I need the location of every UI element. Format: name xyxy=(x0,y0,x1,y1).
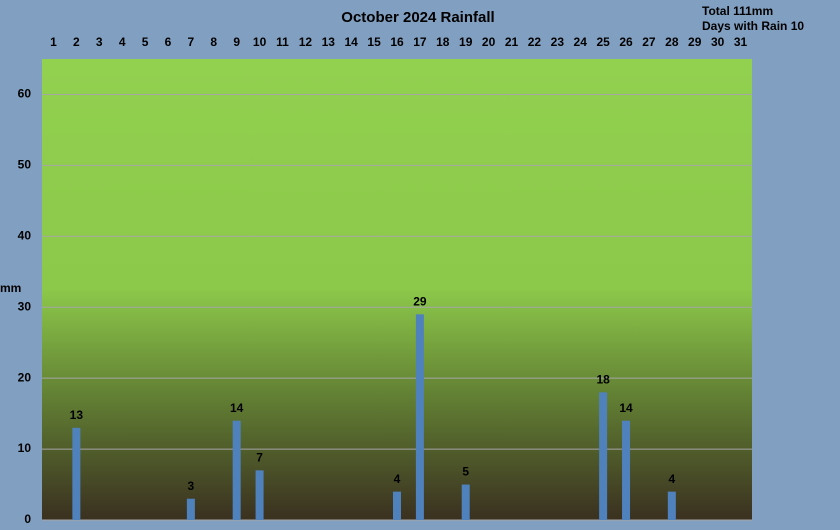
bar xyxy=(599,392,608,520)
y-tick-label: 0 xyxy=(24,512,31,526)
x-tick-label: 10 xyxy=(253,35,267,49)
chart-title: October 2024 Rainfall xyxy=(341,9,494,26)
data-label: 4 xyxy=(394,472,401,486)
x-tick-label: 12 xyxy=(299,35,313,49)
x-tick-label: 14 xyxy=(345,35,359,49)
x-tick-label: 15 xyxy=(367,35,381,49)
y-axis-label: mm xyxy=(0,281,21,295)
y-tick-label: 10 xyxy=(18,441,32,455)
y-tick-label: 20 xyxy=(18,370,32,384)
data-label: 5 xyxy=(462,465,469,479)
x-tick-label: 26 xyxy=(619,35,633,49)
bar xyxy=(461,484,470,520)
x-tick-label: 5 xyxy=(142,35,149,49)
x-tick-label: 19 xyxy=(459,35,473,49)
data-label: 3 xyxy=(188,479,195,493)
bar xyxy=(72,427,81,520)
x-tick-label: 9 xyxy=(233,35,240,49)
x-tick-label: 13 xyxy=(322,35,336,49)
x-tick-label: 20 xyxy=(482,35,496,49)
bar xyxy=(667,491,676,520)
bar xyxy=(186,498,195,520)
x-tick-label: 16 xyxy=(390,35,404,49)
x-tick-label: 4 xyxy=(119,35,126,49)
x-tick-label: 24 xyxy=(574,35,588,49)
bar xyxy=(415,314,424,520)
x-tick-label: 2 xyxy=(73,35,80,49)
data-label: 14 xyxy=(619,401,633,415)
data-label: 29 xyxy=(413,294,427,308)
plot-area xyxy=(42,59,752,520)
y-tick-label: 60 xyxy=(18,87,32,101)
x-tick-label: 31 xyxy=(734,35,748,49)
x-tick-label: 21 xyxy=(505,35,519,49)
bar xyxy=(255,470,264,520)
x-tick-label: 27 xyxy=(642,35,656,49)
bar xyxy=(393,491,401,520)
x-tick-label: 29 xyxy=(688,35,702,49)
x-tick-label: 22 xyxy=(528,35,542,49)
x-tick-label: 28 xyxy=(665,35,679,49)
x-tick-label: 11 xyxy=(276,35,289,49)
data-label: 4 xyxy=(668,472,675,486)
x-tick-label: 17 xyxy=(413,35,427,49)
data-label: 7 xyxy=(256,451,263,465)
x-tick-label: 8 xyxy=(210,35,217,49)
x-tick-label: 25 xyxy=(596,35,610,49)
x-tick-label: 3 xyxy=(96,35,103,49)
x-tick-label: 23 xyxy=(551,35,565,49)
x-tick-label: 6 xyxy=(165,35,172,49)
bar xyxy=(232,420,241,520)
total-note: Total 111mm xyxy=(702,4,773,18)
y-tick-label: 40 xyxy=(18,228,32,242)
x-tick-label: 18 xyxy=(436,35,450,49)
data-label: 18 xyxy=(596,373,610,387)
bar xyxy=(622,420,631,520)
data-label: 14 xyxy=(230,401,244,415)
x-tick-label: 1 xyxy=(50,35,57,49)
y-tick-label: 50 xyxy=(18,158,32,172)
x-tick-label: 30 xyxy=(711,35,725,49)
data-label: 13 xyxy=(70,408,84,422)
y-tick-label: 30 xyxy=(18,299,32,313)
x-tick-label: 7 xyxy=(188,35,195,49)
days-note: Days with Rain 10 xyxy=(702,19,804,33)
